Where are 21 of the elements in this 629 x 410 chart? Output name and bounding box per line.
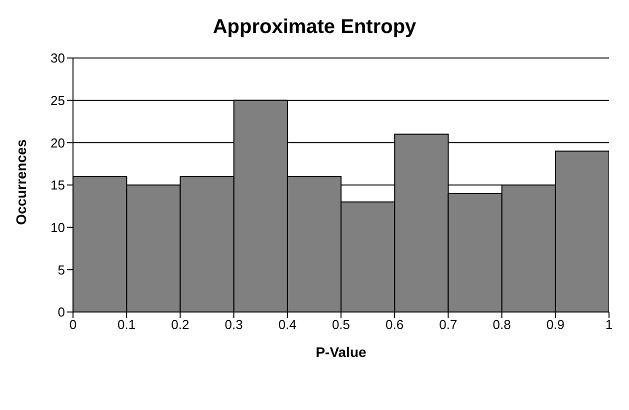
y-tick-label: 15 <box>50 178 65 193</box>
y-tick-label: 0 <box>58 304 65 320</box>
x-tick-label: 0.8 <box>492 317 511 332</box>
x-tick-label: 0.1 <box>118 317 136 332</box>
x-tick-label: 0.7 <box>439 317 458 332</box>
x-tick-label: 0.6 <box>386 317 404 332</box>
y-tick-label: 20 <box>50 135 65 150</box>
x-axis-title: P-Value <box>316 344 366 360</box>
x-tick-label: 0.4 <box>278 317 296 332</box>
x-tick-label: 0.2 <box>171 317 190 332</box>
x-tick-label: 0.3 <box>224 317 243 332</box>
x-tick-label: 0.9 <box>546 317 564 332</box>
x-tick-label: 1 <box>605 317 613 332</box>
y-tick-label: 5 <box>58 262 65 278</box>
chart-title: Approximate Entropy <box>212 16 418 39</box>
y-tick-label: 30 <box>50 50 65 66</box>
y-axis-title: Occurrences <box>12 139 29 225</box>
x-tick-label: 0 <box>69 317 77 332</box>
y-tick-label: 25 <box>50 92 65 108</box>
y-tick-label: 10 <box>50 220 65 235</box>
x-tick-label: 0.5 <box>332 317 350 332</box>
